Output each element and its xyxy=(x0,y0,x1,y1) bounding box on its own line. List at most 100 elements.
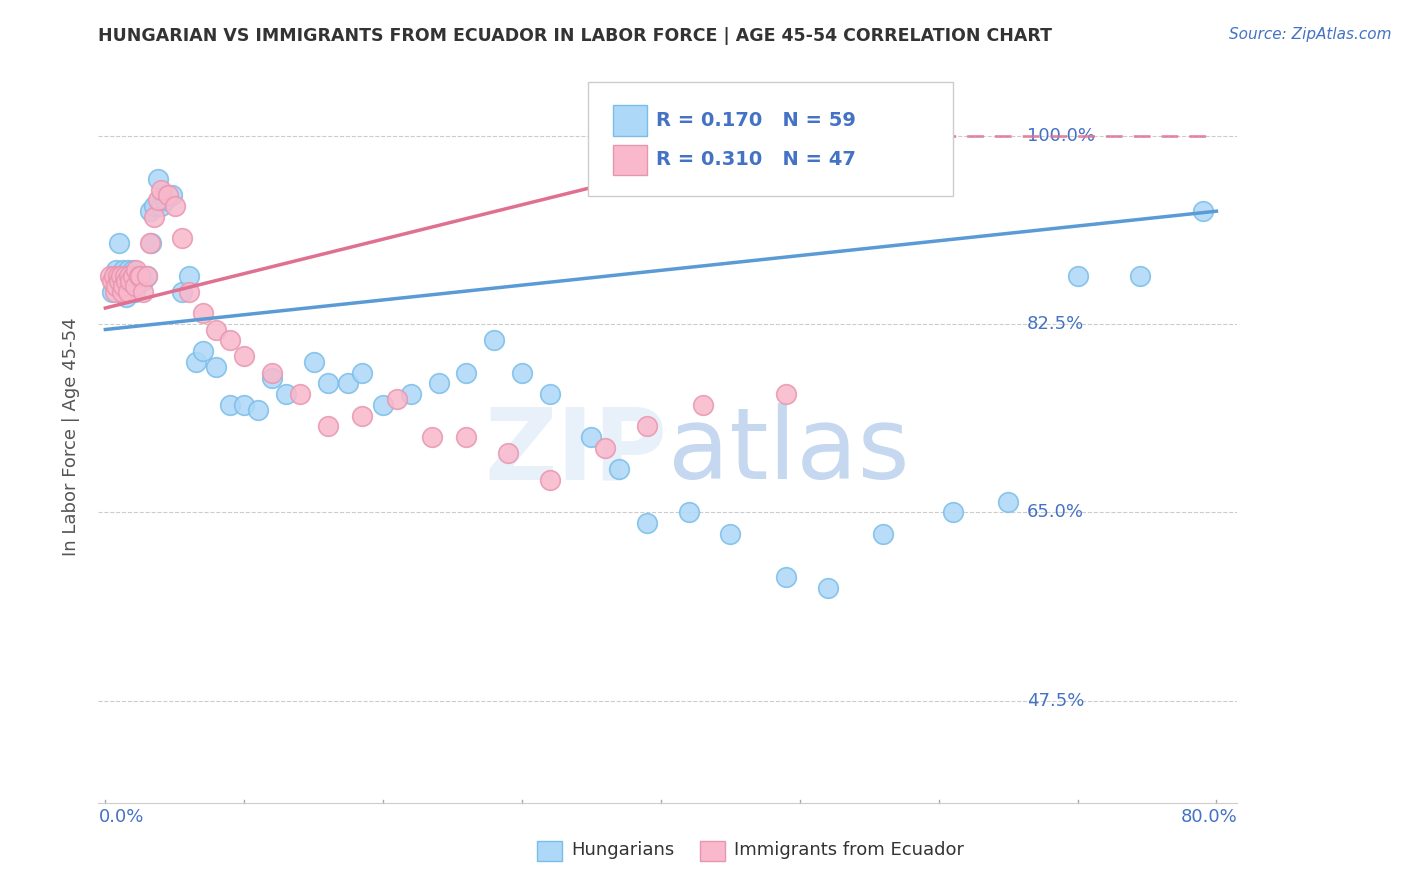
Text: Hungarians: Hungarians xyxy=(571,841,675,859)
Point xyxy=(219,398,242,412)
Point xyxy=(184,355,207,369)
Point xyxy=(111,274,134,288)
Point xyxy=(104,268,127,283)
Point xyxy=(274,387,297,401)
Point xyxy=(114,268,136,283)
Point xyxy=(103,268,125,283)
Point xyxy=(139,204,162,219)
Point xyxy=(114,285,136,299)
Point xyxy=(420,430,443,444)
Point xyxy=(692,398,714,412)
Point xyxy=(219,333,242,347)
Point xyxy=(718,527,741,541)
Point xyxy=(496,446,519,460)
Bar xyxy=(613,105,647,136)
Point xyxy=(191,344,214,359)
Point xyxy=(177,268,200,283)
FancyBboxPatch shape xyxy=(588,82,953,195)
Point xyxy=(136,268,159,283)
Point xyxy=(510,366,533,380)
Point xyxy=(125,268,148,283)
Point xyxy=(110,268,132,283)
Text: R = 0.170   N = 59: R = 0.170 N = 59 xyxy=(657,111,856,130)
Point xyxy=(129,268,152,283)
Point xyxy=(177,285,200,299)
Bar xyxy=(700,841,725,862)
Text: 100.0%: 100.0% xyxy=(1026,127,1095,145)
Point xyxy=(260,371,283,385)
Point xyxy=(101,274,124,288)
Point xyxy=(170,231,193,245)
Point xyxy=(191,306,214,320)
Point xyxy=(125,263,148,277)
Text: 47.5%: 47.5% xyxy=(1026,691,1084,710)
Point xyxy=(149,199,172,213)
Point xyxy=(163,199,186,213)
Point xyxy=(636,516,658,530)
Point xyxy=(316,376,339,391)
Point xyxy=(399,387,422,401)
Text: ZIP: ZIP xyxy=(485,403,668,500)
Point xyxy=(302,355,325,369)
Point xyxy=(122,268,145,283)
Point xyxy=(205,360,228,375)
Point xyxy=(233,350,256,364)
Point xyxy=(288,387,311,401)
Point xyxy=(105,263,128,277)
Point xyxy=(775,570,797,584)
Point xyxy=(260,366,283,380)
Point xyxy=(124,285,146,299)
Point xyxy=(143,210,166,224)
Point xyxy=(817,581,839,595)
Text: Immigrants from Ecuador: Immigrants from Ecuador xyxy=(734,841,965,859)
Text: 0.0%: 0.0% xyxy=(98,808,143,826)
Point xyxy=(120,274,142,288)
Point xyxy=(124,279,146,293)
Point xyxy=(233,398,256,412)
Y-axis label: In Labor Force | Age 45-54: In Labor Force | Age 45-54 xyxy=(62,318,80,557)
Point xyxy=(112,263,135,277)
Point xyxy=(122,263,145,277)
Point xyxy=(170,285,193,299)
Text: atlas: atlas xyxy=(668,403,910,500)
Point xyxy=(117,263,139,277)
Text: 65.0%: 65.0% xyxy=(1026,503,1084,522)
Point xyxy=(247,403,270,417)
Point xyxy=(538,387,561,401)
Point xyxy=(538,473,561,487)
Point xyxy=(129,268,152,283)
Text: Source: ZipAtlas.com: Source: ZipAtlas.com xyxy=(1229,27,1392,42)
Point xyxy=(143,199,166,213)
Point xyxy=(136,268,159,283)
Point xyxy=(115,274,138,288)
Point xyxy=(156,188,179,202)
Point xyxy=(337,376,360,391)
Point xyxy=(678,505,700,519)
Point xyxy=(128,268,150,283)
Point xyxy=(484,333,506,347)
Point xyxy=(607,462,630,476)
Point xyxy=(456,366,478,380)
Point xyxy=(120,279,142,293)
Point xyxy=(115,290,138,304)
Point xyxy=(385,392,408,407)
Point xyxy=(112,279,135,293)
Point xyxy=(636,419,658,434)
Text: 82.5%: 82.5% xyxy=(1026,315,1084,333)
Point xyxy=(595,441,617,455)
Point xyxy=(98,268,121,283)
Point xyxy=(141,236,163,251)
Point xyxy=(101,285,124,299)
Text: 80.0%: 80.0% xyxy=(1181,808,1237,826)
Point xyxy=(352,366,374,380)
Point xyxy=(146,172,169,186)
Point xyxy=(1129,268,1152,283)
Bar xyxy=(537,841,562,862)
Point xyxy=(108,274,131,288)
Point xyxy=(105,279,128,293)
Point xyxy=(146,194,169,208)
Point xyxy=(427,376,450,391)
Point xyxy=(371,398,394,412)
Point xyxy=(581,430,603,444)
Point xyxy=(118,268,141,283)
